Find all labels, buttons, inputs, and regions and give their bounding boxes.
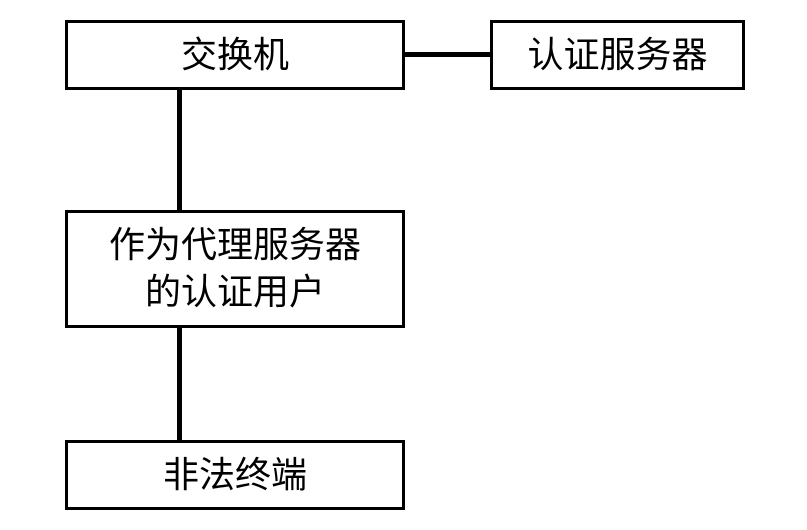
connector-switch-authserver xyxy=(405,52,490,57)
connector-switch-proxyuser xyxy=(177,90,182,210)
auth-server-node: 认证服务器 xyxy=(490,20,745,90)
connector-proxyuser-illegal xyxy=(177,328,182,440)
proxy-user-node: 作为代理服务器的认证用户 xyxy=(65,210,405,328)
illegal-terminal-node: 非法终端 xyxy=(65,440,405,510)
auth-server-label: 认证服务器 xyxy=(527,32,707,79)
switch-label: 交换机 xyxy=(181,32,289,79)
illegal-terminal-label: 非法终端 xyxy=(163,452,307,499)
proxy-user-label: 作为代理服务器的认证用户 xyxy=(109,222,361,316)
switch-node: 交换机 xyxy=(65,20,405,90)
